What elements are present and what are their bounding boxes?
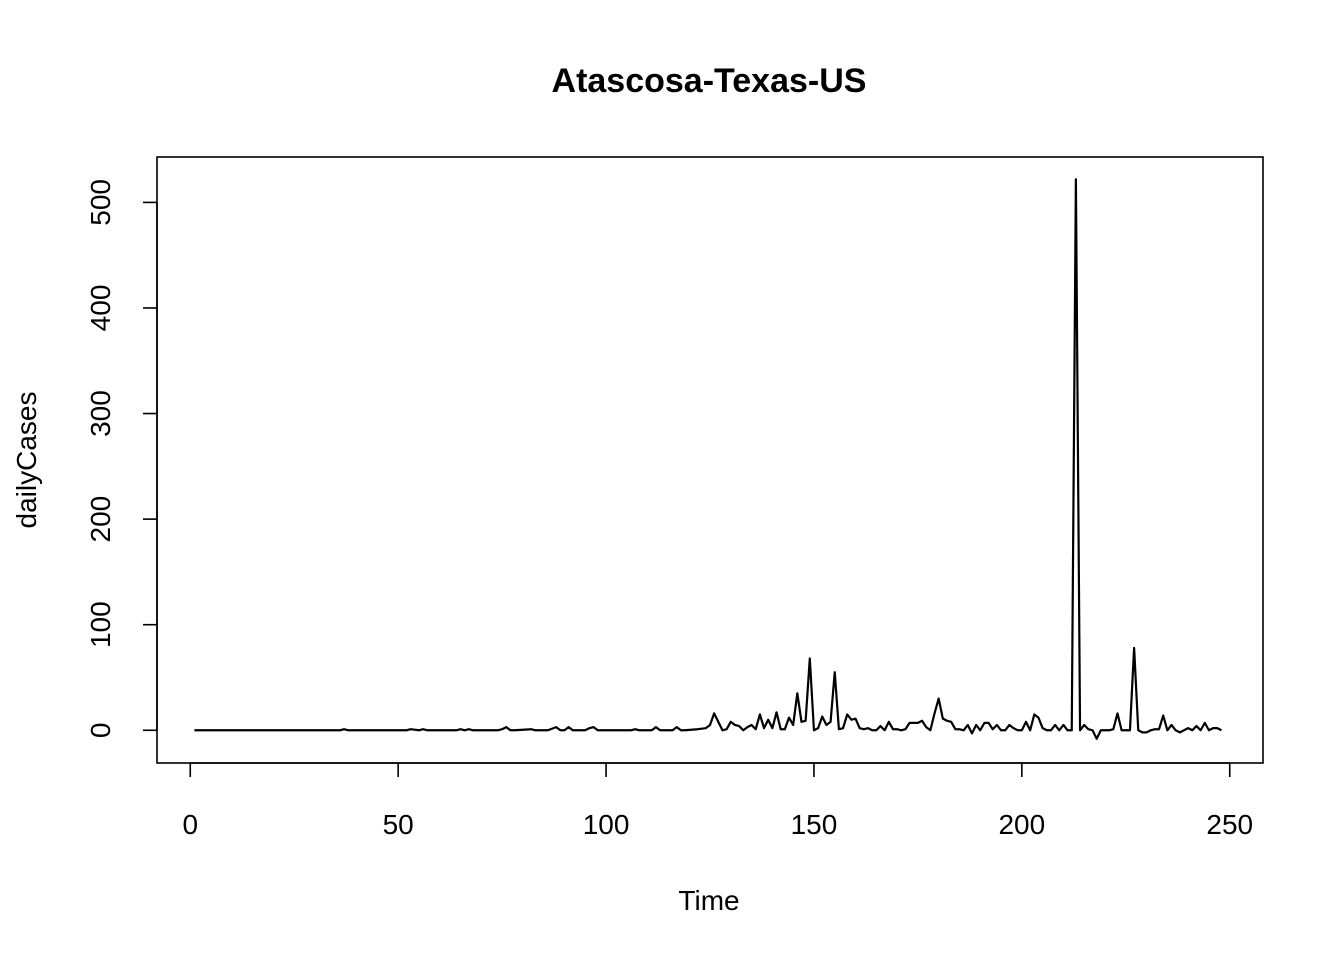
x-tick-label: 100 — [583, 809, 630, 840]
x-tick-label: 0 — [182, 809, 198, 840]
plot-frame — [156, 156, 1264, 764]
x-axis: 0 50 100 150 200 250 — [182, 762, 1253, 840]
x-tick-label: 200 — [998, 809, 1045, 840]
chart-title: Atascosa-Texas-US — [552, 62, 867, 100]
x-tick-label: 250 — [1206, 809, 1253, 840]
y-axis-label: dailyCases — [11, 392, 42, 529]
y-tick-label: 100 — [85, 601, 116, 648]
series-line — [194, 178, 1222, 740]
x-axis-label: Time — [678, 885, 739, 916]
x-tick-label: 150 — [791, 809, 838, 840]
y-axis: 0 100 200 300 400 500 — [85, 179, 158, 738]
y-tick-label: 400 — [85, 285, 116, 332]
y-tick-label: 200 — [85, 496, 116, 543]
y-tick-label: 500 — [85, 179, 116, 226]
y-tick-label: 300 — [85, 390, 116, 437]
x-tick-label: 50 — [383, 809, 414, 840]
y-tick-label: 0 — [85, 722, 116, 738]
